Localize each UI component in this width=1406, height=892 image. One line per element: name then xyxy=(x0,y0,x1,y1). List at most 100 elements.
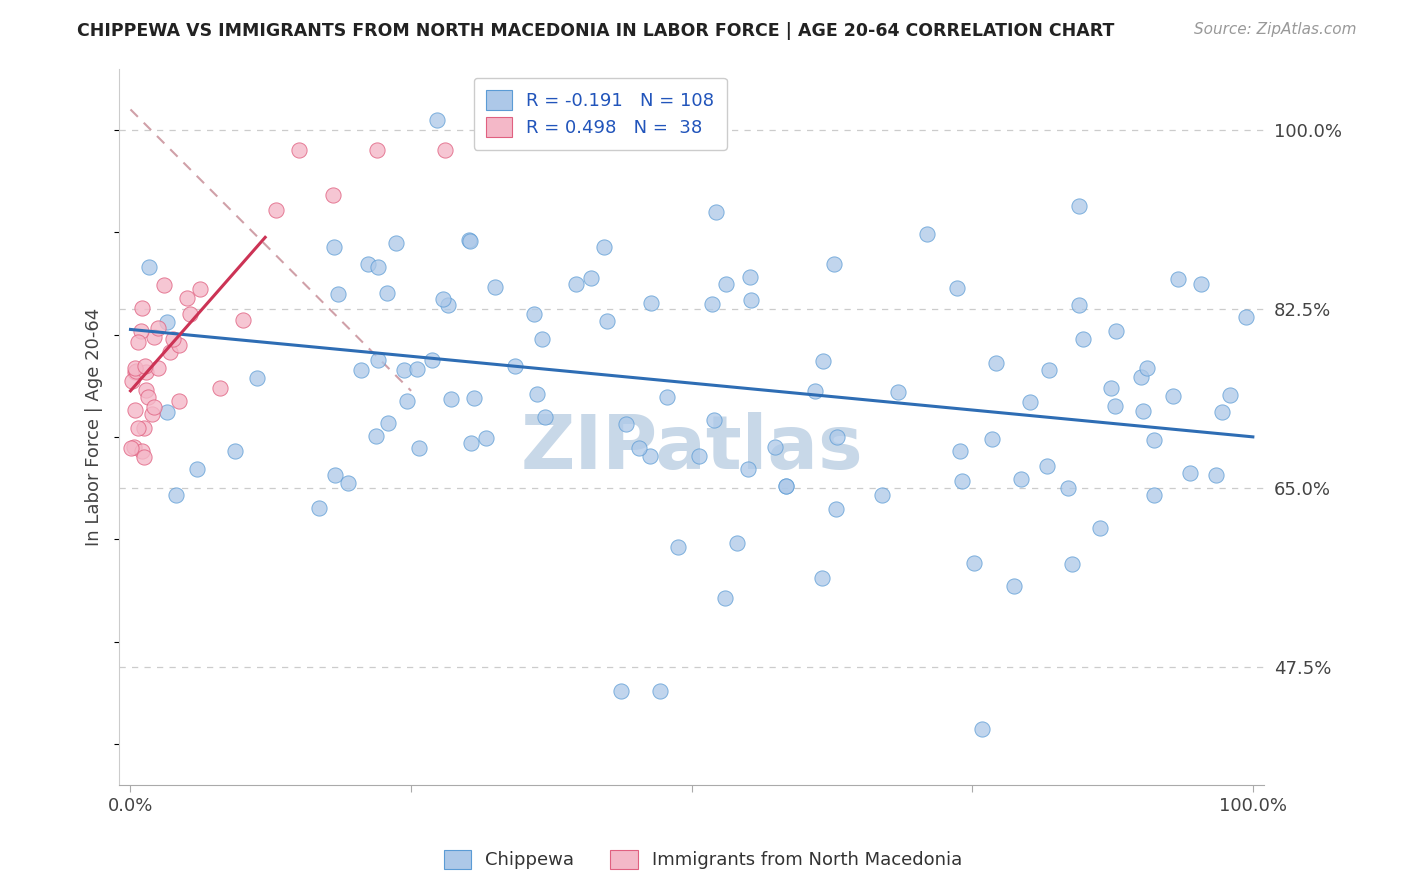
Point xyxy=(811,571,834,585)
Point xyxy=(948,444,970,458)
Point xyxy=(530,332,553,346)
Point xyxy=(1069,199,1091,213)
Y-axis label: In Labor Force | Age 20-64: In Labor Force | Age 20-64 xyxy=(86,308,103,546)
Point xyxy=(1071,332,1094,346)
Point xyxy=(188,282,211,296)
Point xyxy=(1234,310,1257,324)
Point xyxy=(142,400,165,414)
Point xyxy=(143,329,166,343)
Point xyxy=(714,591,737,605)
Point xyxy=(716,277,738,291)
Point xyxy=(458,233,481,247)
Point xyxy=(648,684,671,698)
Point xyxy=(763,440,786,454)
Point xyxy=(1163,389,1185,403)
Point xyxy=(437,298,460,312)
Point xyxy=(159,345,181,359)
Point xyxy=(125,364,148,378)
Point xyxy=(628,441,651,455)
Point xyxy=(503,359,526,373)
Point xyxy=(131,301,153,315)
Point xyxy=(981,432,1004,446)
Point xyxy=(700,296,723,310)
Point xyxy=(131,444,153,458)
Point xyxy=(364,429,387,443)
Point xyxy=(523,307,546,321)
Point xyxy=(614,417,637,431)
Point xyxy=(153,277,176,292)
Point xyxy=(308,501,330,516)
Point xyxy=(887,385,910,400)
Point xyxy=(1105,325,1128,339)
Point xyxy=(1104,400,1126,414)
Text: CHIPPEWA VS IMMIGRANTS FROM NORTH MACEDONIA IN LABOR FORCE | AGE 20-64 CORRELATI: CHIPPEWA VS IMMIGRANTS FROM NORTH MACEDO… xyxy=(77,22,1115,40)
Point xyxy=(1018,395,1040,409)
Point xyxy=(1132,403,1154,417)
Point xyxy=(1219,388,1241,402)
Point xyxy=(392,363,415,377)
Point xyxy=(127,420,149,434)
Point xyxy=(156,315,179,329)
Point xyxy=(141,407,163,421)
Point xyxy=(703,413,725,427)
Point xyxy=(377,417,399,431)
Point xyxy=(1178,466,1201,480)
Legend: R = -0.191   N = 108, R = 0.498   N =  38: R = -0.191 N = 108, R = 0.498 N = 38 xyxy=(474,78,727,150)
Point xyxy=(463,391,485,405)
Point xyxy=(534,410,557,425)
Point xyxy=(138,260,160,274)
Point xyxy=(148,320,170,334)
Point xyxy=(596,314,619,328)
Point xyxy=(1142,433,1164,447)
Point xyxy=(408,441,430,455)
Point xyxy=(986,356,1008,370)
Text: Source: ZipAtlas.com: Source: ZipAtlas.com xyxy=(1194,22,1357,37)
Point xyxy=(134,359,156,373)
Point xyxy=(350,363,373,377)
Point xyxy=(458,234,481,248)
Point xyxy=(1088,521,1111,535)
Point xyxy=(579,271,602,285)
Point xyxy=(422,352,444,367)
Point xyxy=(132,421,155,435)
Point xyxy=(176,291,198,305)
Point xyxy=(323,240,346,254)
Point xyxy=(1211,405,1233,419)
Point xyxy=(425,112,447,127)
Point xyxy=(1189,277,1212,292)
Point xyxy=(224,443,246,458)
Point xyxy=(167,393,190,408)
Point xyxy=(405,362,427,376)
Point xyxy=(395,393,418,408)
Text: ZIPatlas: ZIPatlas xyxy=(520,411,863,484)
Point xyxy=(526,387,548,401)
Point xyxy=(1136,360,1159,375)
Point xyxy=(1099,381,1122,395)
Point xyxy=(367,260,389,274)
Point xyxy=(740,293,762,307)
Point xyxy=(460,436,482,450)
Point xyxy=(179,307,201,321)
Point xyxy=(246,371,269,385)
Point xyxy=(1167,272,1189,286)
Point xyxy=(323,467,346,482)
Point xyxy=(165,488,187,502)
Point xyxy=(124,366,146,380)
Point xyxy=(433,144,456,158)
Point xyxy=(946,281,969,295)
Point xyxy=(135,364,157,378)
Point xyxy=(775,478,797,492)
Point xyxy=(326,287,349,301)
Point xyxy=(1035,458,1057,473)
Point xyxy=(1056,481,1078,495)
Point xyxy=(1060,558,1083,572)
Point xyxy=(148,361,170,376)
Point xyxy=(484,280,506,294)
Point xyxy=(811,353,834,368)
Point xyxy=(915,227,938,241)
Point xyxy=(823,257,845,271)
Point xyxy=(135,383,157,397)
Point xyxy=(1129,370,1152,384)
Point xyxy=(432,292,454,306)
Point xyxy=(124,361,146,376)
